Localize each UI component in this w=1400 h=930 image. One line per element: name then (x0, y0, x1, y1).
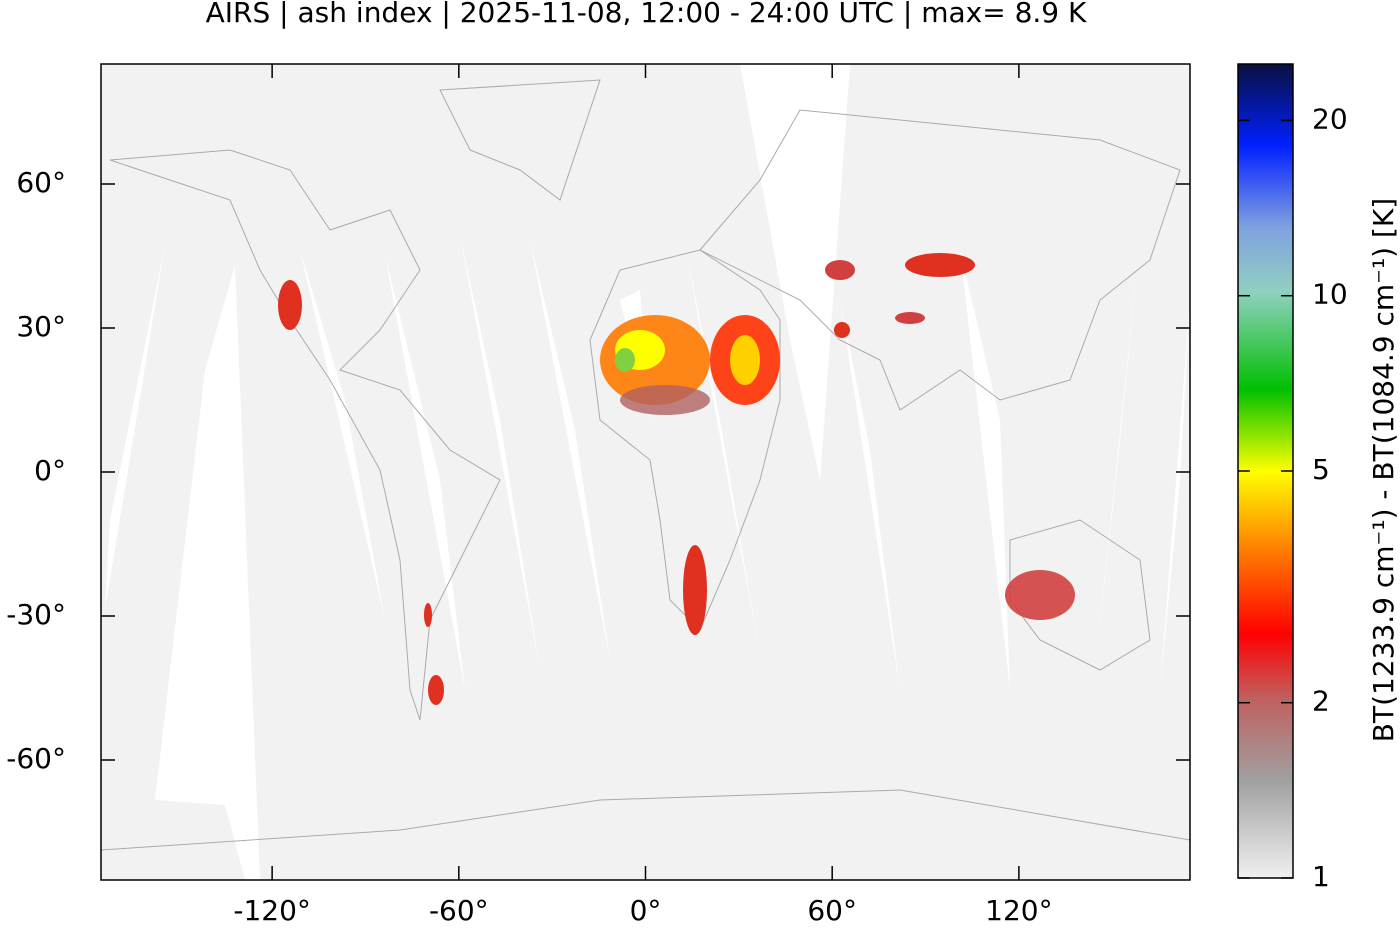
y-tick-label: 0° (34, 454, 66, 487)
colorbar-tick-label: 10 (1312, 278, 1348, 311)
y-tick-label: 60° (16, 166, 66, 199)
y-tick-label: -30° (6, 598, 66, 631)
x-tick-label: -120° (233, 894, 311, 927)
y-tick-label: 30° (16, 310, 66, 343)
x-tick-label: -60° (429, 894, 489, 927)
map-area (101, 64, 1190, 880)
ash-signal (278, 253, 1075, 705)
x-tick-label: 120° (985, 894, 1052, 927)
map-background (101, 64, 1190, 880)
swath-gaps (105, 64, 1190, 880)
colorbar-label: BT(1233.9 cm⁻¹) - BT(1084.9 cm⁻¹) [K] (1367, 198, 1400, 742)
colorbar-tick-label: 20 (1312, 102, 1348, 135)
colorbar-tick-label: 2 (1312, 685, 1330, 718)
colorbar-tick-label: 5 (1312, 453, 1330, 486)
coastlines (101, 79, 1190, 851)
x-tick-label: 0° (630, 894, 662, 927)
x-tick-label: 60° (807, 894, 857, 927)
colorbar-tick-label: 1 (1312, 860, 1330, 893)
chart-title: AIRS | ash index | 2025-11-08, 12:00 - 2… (206, 0, 1087, 29)
y-tick-label: -60° (6, 742, 66, 775)
